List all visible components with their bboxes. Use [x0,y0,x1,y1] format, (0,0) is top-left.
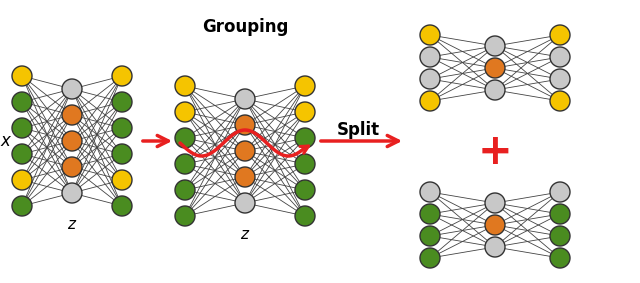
Circle shape [485,215,505,235]
Circle shape [485,237,505,257]
Circle shape [12,66,32,86]
Text: $\mathbf{\mathit{z}}$: $\mathbf{\mathit{z}}$ [240,227,250,242]
Circle shape [420,91,440,111]
Circle shape [420,182,440,202]
Text: +: + [477,131,513,173]
Circle shape [235,115,255,135]
Circle shape [420,226,440,246]
Circle shape [112,144,132,164]
Circle shape [12,118,32,138]
Circle shape [62,131,82,151]
Circle shape [12,196,32,216]
Circle shape [420,47,440,67]
Text: $\mathbf{\mathit{z}}$: $\mathbf{\mathit{z}}$ [67,217,77,232]
Circle shape [295,154,315,174]
Circle shape [485,58,505,78]
Circle shape [550,248,570,268]
Circle shape [235,141,255,161]
Circle shape [550,226,570,246]
Circle shape [175,102,195,122]
Circle shape [485,80,505,100]
Circle shape [112,66,132,86]
Circle shape [485,193,505,213]
Circle shape [550,69,570,89]
Circle shape [295,180,315,200]
Circle shape [62,105,82,125]
Circle shape [12,144,32,164]
Circle shape [235,89,255,109]
Circle shape [295,102,315,122]
Circle shape [112,118,132,138]
Circle shape [550,204,570,224]
Circle shape [235,193,255,213]
Circle shape [550,91,570,111]
Circle shape [295,76,315,96]
Circle shape [295,128,315,148]
Circle shape [295,206,315,226]
Circle shape [175,76,195,96]
Circle shape [420,25,440,45]
Circle shape [175,128,195,148]
Circle shape [112,92,132,112]
Circle shape [235,167,255,187]
Circle shape [62,157,82,177]
Circle shape [550,182,570,202]
Text: Split: Split [337,121,380,139]
Circle shape [12,92,32,112]
Circle shape [62,79,82,99]
Circle shape [175,206,195,226]
Circle shape [420,248,440,268]
Circle shape [175,180,195,200]
Circle shape [62,183,82,203]
Circle shape [420,204,440,224]
Circle shape [420,69,440,89]
Circle shape [485,36,505,56]
Circle shape [550,25,570,45]
Circle shape [12,170,32,190]
Circle shape [175,154,195,174]
Circle shape [550,47,570,67]
Circle shape [112,196,132,216]
Text: Grouping: Grouping [202,18,288,36]
Circle shape [112,170,132,190]
Text: $\mathbf{\mathit{x}}$: $\mathbf{\mathit{x}}$ [0,132,12,150]
